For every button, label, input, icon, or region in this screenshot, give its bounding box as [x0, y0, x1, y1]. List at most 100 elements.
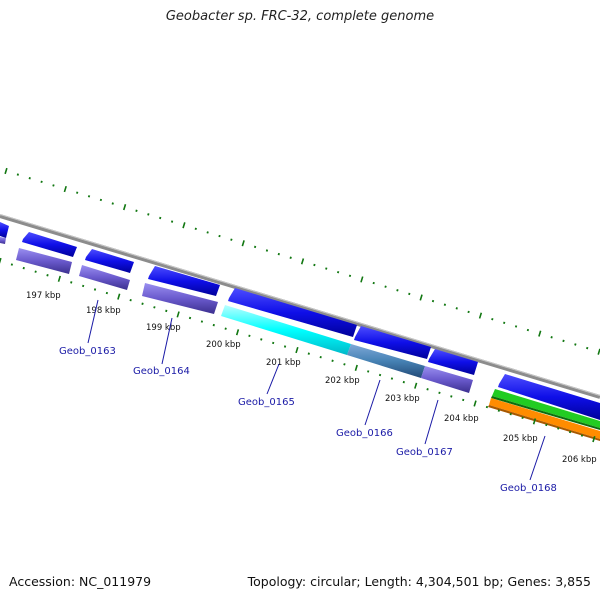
feature-orange-edge: [488, 405, 600, 441]
minor-tick: [147, 213, 150, 216]
gene-geob-0163b: [16, 248, 72, 274]
locus-label-geob-0168[interactable]: Geob_0168: [500, 483, 557, 494]
minor-tick: [462, 398, 465, 402]
callout-line: [87, 299, 99, 344]
kbp-label: 202 kbp: [325, 376, 360, 386]
minor-tick: [52, 184, 55, 187]
cds-geob-0168b: [498, 374, 600, 420]
major-tick: [354, 364, 358, 371]
cds-geob-0166: [228, 288, 357, 337]
locus-label-geob-0163[interactable]: Geob_0163: [59, 346, 116, 357]
minor-tick: [319, 355, 322, 359]
major-tick: [63, 185, 67, 193]
minor-tick: [224, 327, 227, 330]
major-tick: [235, 329, 240, 336]
minor-tick: [111, 202, 114, 205]
cds-geob-0164: [85, 249, 134, 273]
cds-geob-0163: [22, 232, 77, 257]
minor-tick: [497, 409, 500, 412]
minor-tick: [153, 306, 156, 309]
minor-tick: [22, 266, 25, 270]
kbp-label: 204 kbp: [444, 414, 479, 424]
accession-text: Accession: NC_011979: [9, 574, 152, 589]
major-tick: [419, 294, 423, 301]
genome-summary: Topology: circular; Length: 4,304,501 bp…: [247, 574, 591, 589]
major-tick: [182, 222, 186, 229]
major-tick: [478, 312, 483, 319]
locus-label-geob-0167[interactable]: Geob_0167: [396, 447, 453, 458]
gene-geob-0167: [421, 366, 473, 393]
minor-tick: [557, 427, 560, 430]
minor-tick: [378, 373, 382, 377]
minor-tick: [438, 391, 441, 395]
locus-label-geob-0165[interactable]: Geob_0165: [238, 397, 295, 408]
kbp-label: 200 kbp: [206, 340, 241, 350]
minor-tick: [384, 285, 387, 288]
major-tick: [592, 436, 596, 443]
minor-tick: [129, 298, 132, 302]
callout-line: [266, 363, 280, 395]
major-tick: [532, 418, 537, 425]
minor-tick: [343, 363, 346, 366]
minor-tick: [265, 249, 269, 252]
major-tick: [538, 330, 542, 337]
kbp-label: 203 kbp: [385, 394, 420, 404]
minor-tick: [396, 289, 399, 292]
minor-tick: [105, 291, 109, 295]
minor-tick: [503, 321, 506, 325]
major-tick: [4, 167, 8, 175]
minor-tick: [426, 388, 429, 391]
major-tick: [414, 382, 418, 389]
kbp-label: 205 kbp: [503, 434, 538, 444]
locus-label-geob-0166[interactable]: Geob_0166: [336, 428, 393, 439]
gene-geob-0163: [0, 237, 6, 244]
major-tick: [295, 346, 299, 354]
minor-tick: [253, 245, 257, 249]
cds-geob-0167: [354, 326, 431, 359]
minor-tick: [16, 173, 20, 176]
minor-tick: [87, 195, 91, 198]
minor-tick: [46, 274, 49, 277]
gene-geob-0165: [142, 283, 218, 314]
kbp-label: 206 kbp: [562, 455, 597, 465]
kbp-label: 197 kbp: [26, 291, 61, 301]
minor-tick: [313, 263, 316, 267]
locus-callouts: [87, 299, 546, 481]
feature-orange: [489, 398, 600, 439]
callout-line: [424, 399, 439, 445]
minor-tick: [28, 177, 31, 180]
minor-tick: [586, 346, 589, 350]
minor-tick: [10, 263, 14, 266]
minor-tick: [491, 317, 494, 321]
minor-tick: [99, 198, 103, 202]
feature-green-edge: [491, 396, 600, 430]
major-tick: [300, 258, 305, 265]
minor-tick: [34, 270, 37, 273]
minor-tick: [289, 256, 292, 259]
minor-tick: [200, 320, 204, 323]
minor-tick: [272, 341, 275, 345]
gene-geob-0166-cyan: [221, 305, 351, 355]
minor-tick: [509, 412, 512, 416]
minor-tick: [348, 274, 352, 278]
backbone-line: [0, 214, 600, 399]
minor-tick: [260, 338, 263, 341]
major-tick: [176, 311, 180, 318]
locus-label-geob-0164[interactable]: Geob_0164: [133, 366, 190, 377]
minor-tick: [467, 310, 470, 314]
minor-tick: [141, 302, 144, 305]
inner-tick-ring: [0, 257, 596, 443]
minor-tick: [402, 380, 405, 384]
minor-tick: [135, 209, 138, 212]
minor-tick: [159, 216, 162, 220]
cds-geob-0168a: [428, 349, 478, 375]
minor-tick: [277, 252, 280, 256]
minor-tick: [194, 227, 197, 231]
minor-tick: [331, 359, 334, 362]
minor-tick: [443, 303, 447, 306]
minor-tick: [212, 323, 215, 327]
minor-tick: [580, 434, 584, 437]
minor-tick: [76, 191, 79, 194]
callout-line: [529, 435, 546, 481]
